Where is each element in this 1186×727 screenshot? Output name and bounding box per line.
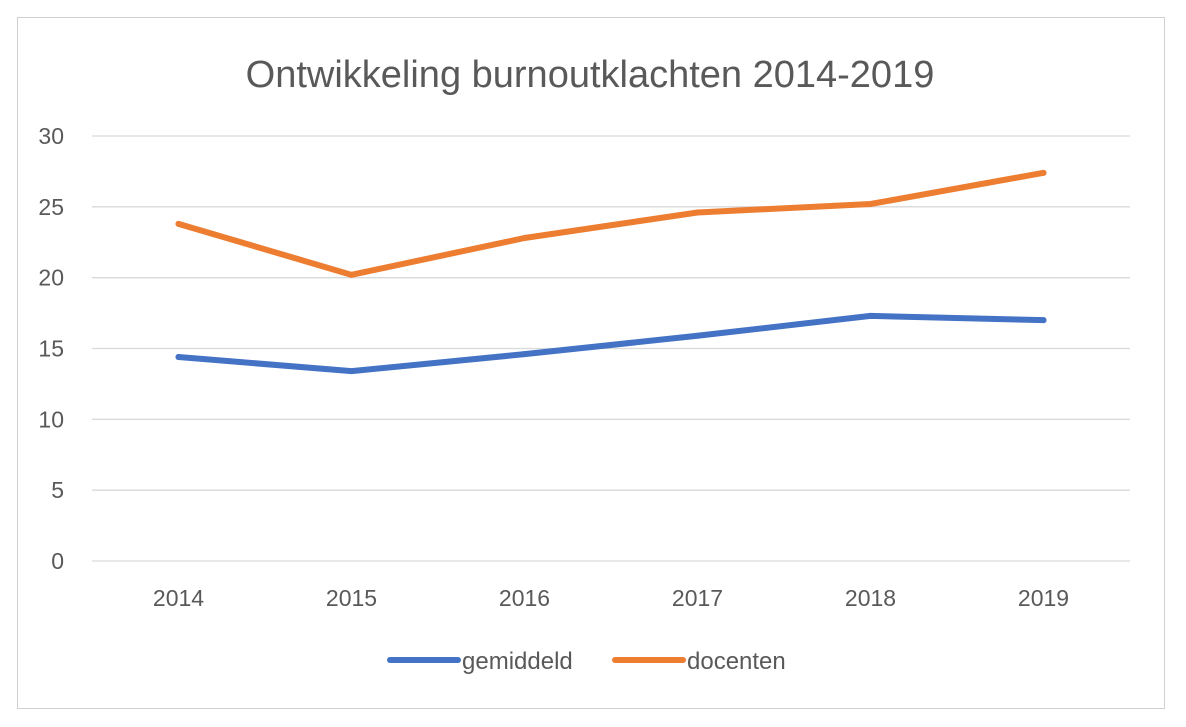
y-tick-label: 10 [38,406,64,432]
data-point [521,235,528,241]
series-line-docenten [175,169,1047,278]
y-tick-label: 20 [38,265,64,291]
data-point [175,354,182,360]
data-point [521,351,528,358]
x-tick-label: 2016 [499,585,550,611]
x-tick-label: 2014 [153,585,204,611]
data-point [867,201,874,207]
series-line-gemiddeld [175,312,1047,375]
y-axis-ticks: 0 5 10 15 20 25 30 [38,123,64,574]
x-tick-label: 2018 [845,585,896,611]
data-point [175,220,182,227]
data-point [1040,317,1047,324]
chart-title: Ontwikkeling burnoutklachten 2014-2019 [246,54,935,96]
x-axis-ticks: 2014 2015 2016 2017 2018 2019 [153,585,1069,611]
gridlines [92,135,1130,562]
legend-label: docenten [687,648,786,675]
legend-label: gemiddeld [462,648,573,675]
y-tick-label: 25 [38,194,64,220]
y-tick-label: 30 [38,123,64,149]
legend: gemiddeld docenten [387,648,786,675]
x-tick-label: 2019 [1018,585,1069,611]
data-point [867,312,874,319]
y-tick-label: 5 [51,477,64,503]
x-tick-label: 2015 [326,585,377,611]
data-point [694,332,701,339]
x-tick-label: 2017 [672,585,723,611]
data-point [348,368,355,375]
series-lines [175,169,1047,375]
data-point [348,271,355,278]
y-tick-label: 0 [51,548,64,574]
chart-frame [17,17,1165,709]
data-point [1040,169,1047,176]
y-tick-label: 15 [38,336,64,362]
data-point [694,209,701,216]
